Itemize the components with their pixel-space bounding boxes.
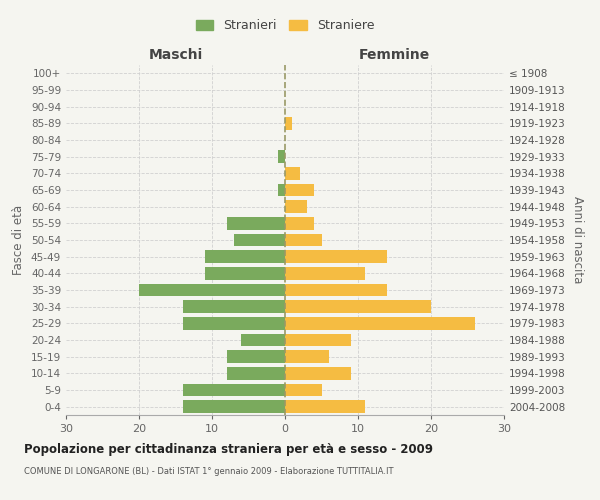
Bar bbox=[285, 167, 299, 179]
Bar bbox=[183, 400, 285, 413]
Bar bbox=[205, 250, 285, 263]
Bar bbox=[285, 217, 314, 230]
Bar bbox=[285, 400, 365, 413]
Bar bbox=[278, 150, 285, 163]
Bar bbox=[285, 117, 292, 130]
Text: Maschi: Maschi bbox=[148, 48, 203, 62]
Bar bbox=[285, 350, 329, 363]
Bar bbox=[278, 184, 285, 196]
Bar bbox=[285, 300, 431, 313]
Text: COMUNE DI LONGARONE (BL) - Dati ISTAT 1° gennaio 2009 - Elaborazione TUTTITALIA.: COMUNE DI LONGARONE (BL) - Dati ISTAT 1°… bbox=[24, 468, 394, 476]
Bar bbox=[285, 367, 350, 380]
Bar bbox=[285, 284, 387, 296]
Y-axis label: Anni di nascita: Anni di nascita bbox=[571, 196, 584, 284]
Bar bbox=[285, 334, 350, 346]
Bar bbox=[234, 234, 285, 246]
Bar bbox=[285, 317, 475, 330]
Bar bbox=[285, 184, 314, 196]
Bar bbox=[241, 334, 285, 346]
Legend: Stranieri, Straniere: Stranieri, Straniere bbox=[192, 15, 378, 36]
Bar bbox=[285, 384, 322, 396]
Bar bbox=[285, 250, 387, 263]
Text: Femmine: Femmine bbox=[359, 48, 430, 62]
Bar bbox=[285, 200, 307, 213]
Bar bbox=[227, 217, 285, 230]
Bar bbox=[285, 234, 322, 246]
Bar bbox=[285, 267, 365, 280]
Bar bbox=[183, 300, 285, 313]
Bar bbox=[205, 267, 285, 280]
Bar bbox=[183, 317, 285, 330]
Bar bbox=[227, 367, 285, 380]
Bar bbox=[227, 350, 285, 363]
Y-axis label: Fasce di età: Fasce di età bbox=[13, 205, 25, 275]
Bar bbox=[139, 284, 285, 296]
Bar bbox=[183, 384, 285, 396]
Text: Popolazione per cittadinanza straniera per età e sesso - 2009: Popolazione per cittadinanza straniera p… bbox=[24, 442, 433, 456]
